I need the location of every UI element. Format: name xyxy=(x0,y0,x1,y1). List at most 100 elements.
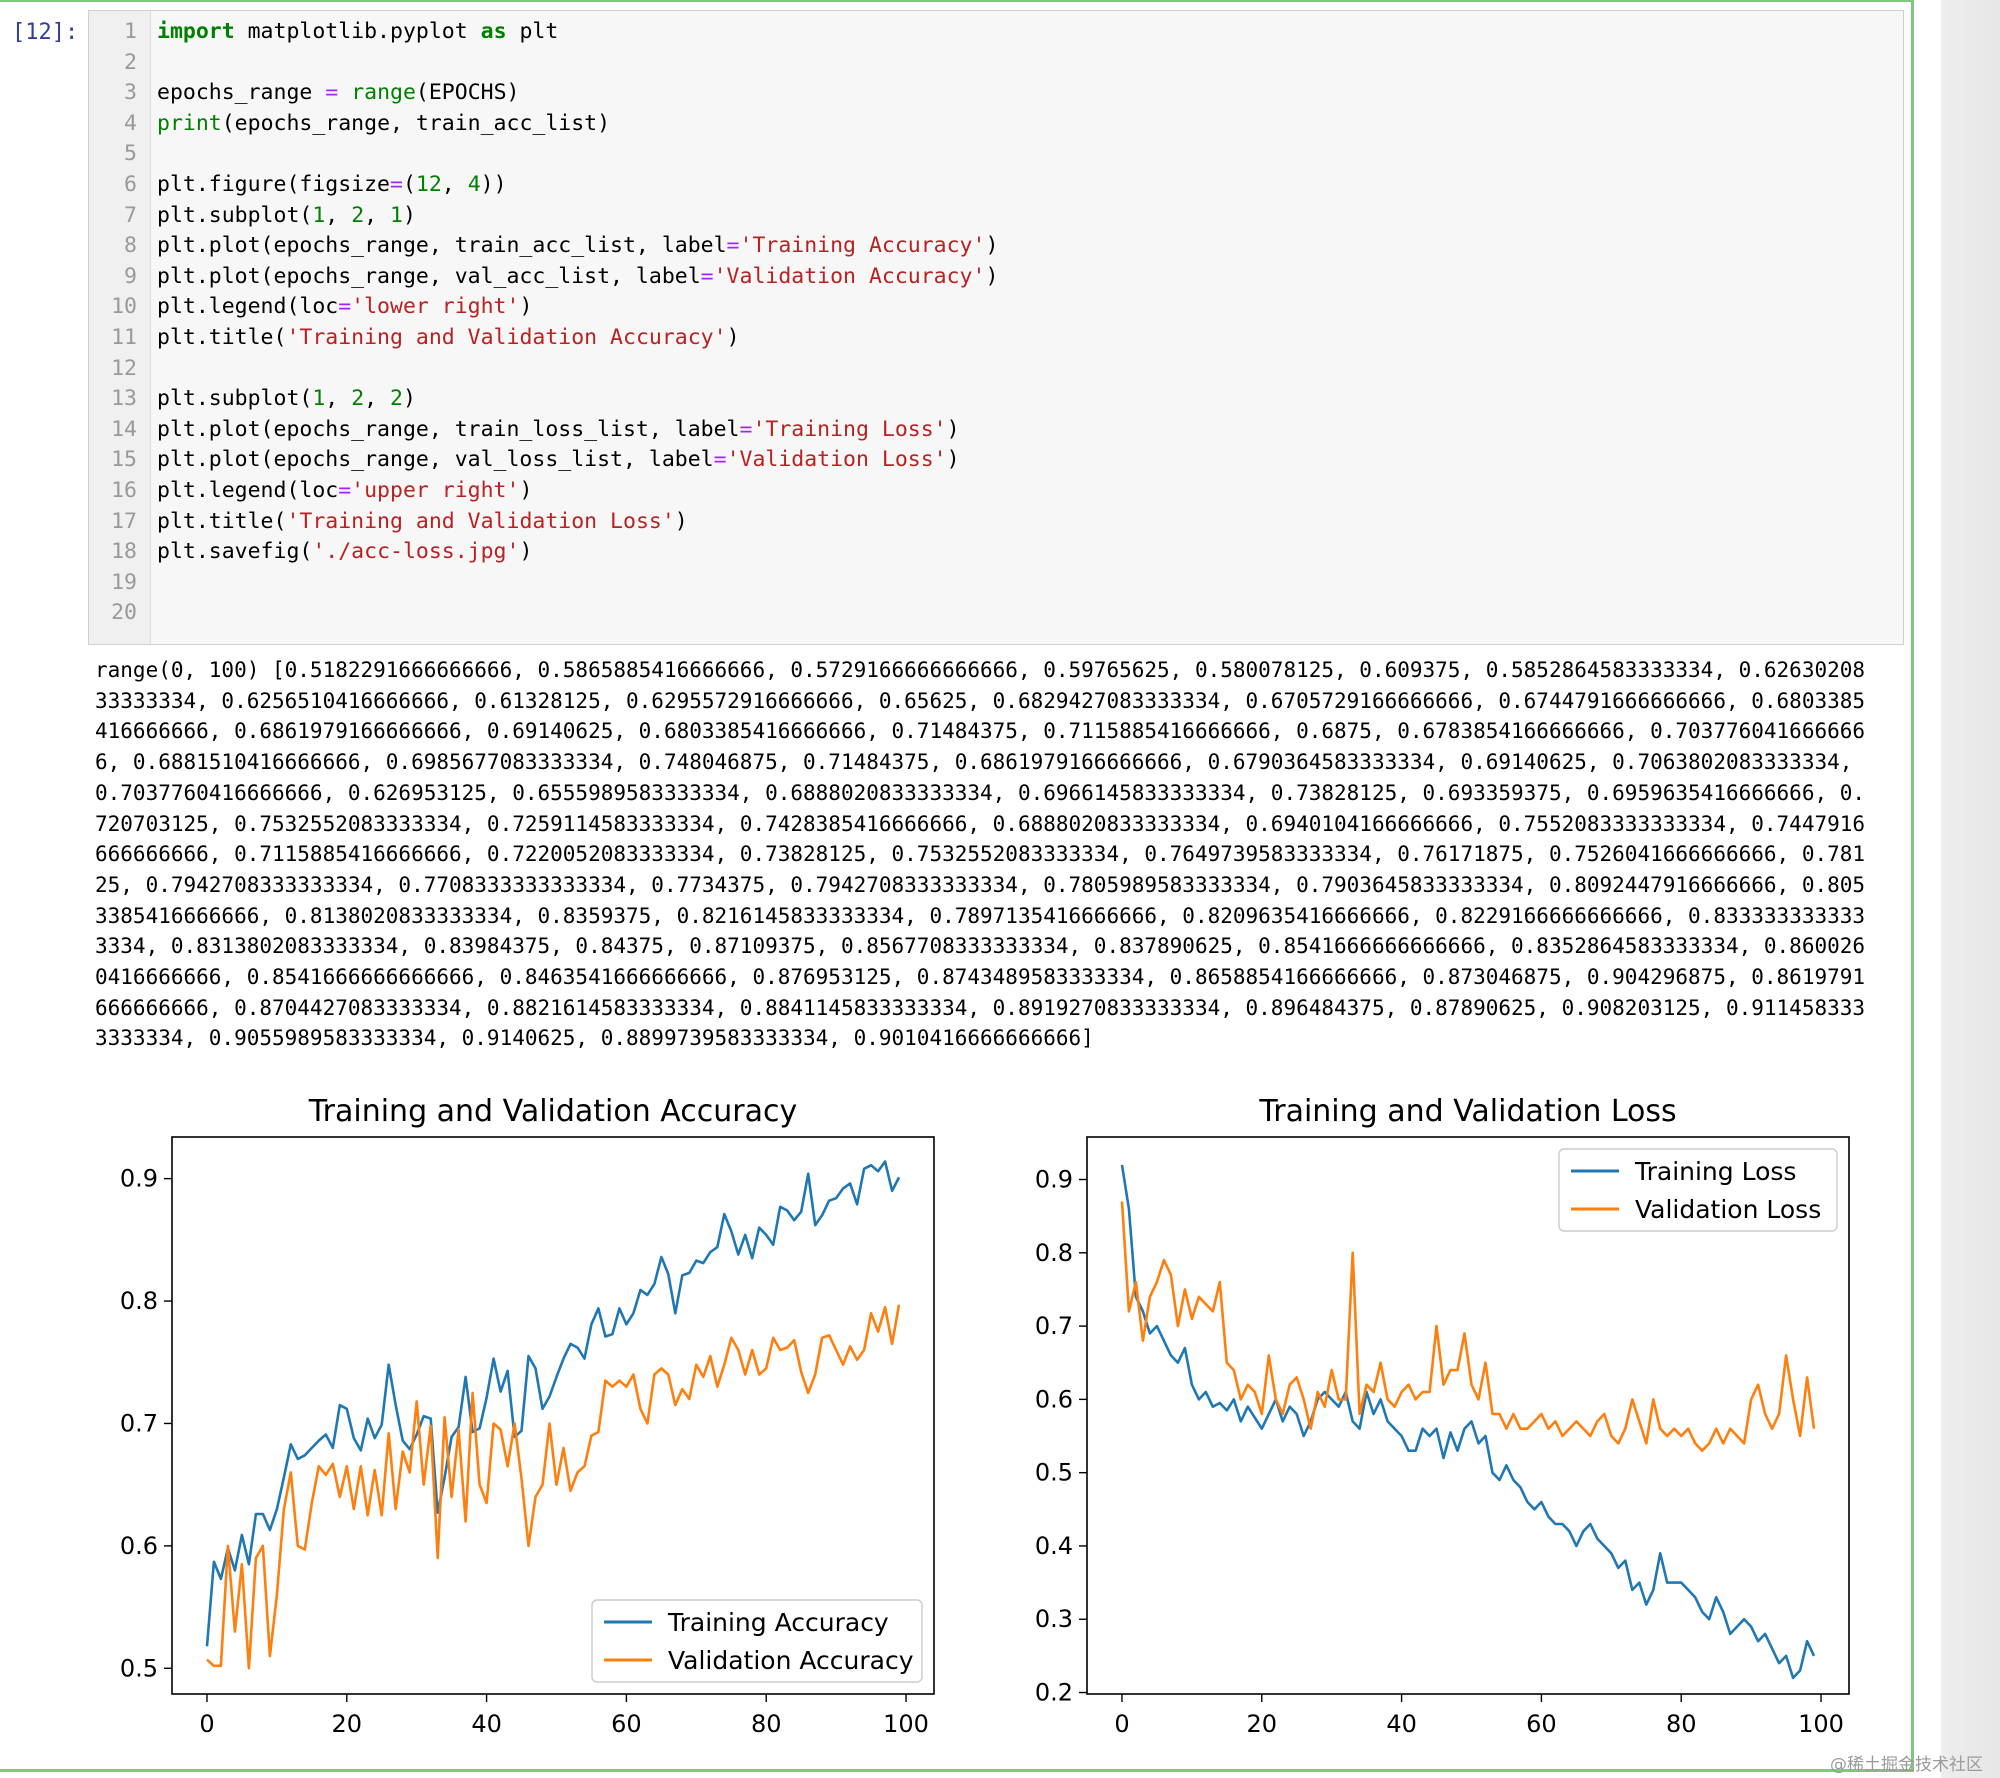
code-token: = xyxy=(726,233,740,259)
x-tick-label: 40 xyxy=(1386,1710,1417,1738)
series-line-validation xyxy=(1120,1201,1816,1453)
code-token: = xyxy=(700,263,714,289)
y-tick-label: 0.9 xyxy=(120,1165,158,1193)
line-number: 12 xyxy=(111,355,137,381)
code-token: plt.savefig( xyxy=(157,539,313,565)
code-token: ) xyxy=(402,202,416,228)
code-token: epochs_range xyxy=(157,80,326,106)
line-number: 20 xyxy=(111,600,137,626)
code-token: ) xyxy=(985,263,999,289)
line-number: 16 xyxy=(111,478,137,503)
code-line[interactable]: epochs_range = range(EPOCHS) xyxy=(157,78,519,108)
code-token: (epochs_range, train_acc_list) xyxy=(221,110,611,136)
code-token: 'lower right' xyxy=(351,294,520,320)
code-token: ) xyxy=(726,325,740,350)
series-line-training xyxy=(205,1160,901,1647)
line-number: 13 xyxy=(111,386,137,412)
x-tick-label: 100 xyxy=(1798,1710,1844,1738)
line-number: 11 xyxy=(111,325,137,350)
code-line[interactable]: plt.plot(epochs_range, train_acc_list, l… xyxy=(157,231,998,261)
y-tick-label: 0.3 xyxy=(1035,1605,1073,1633)
legend: Training Accuracy Validation Accuracy xyxy=(591,1599,923,1683)
y-tick-label: 0.6 xyxy=(120,1532,158,1560)
code-token: ) xyxy=(519,478,533,503)
code-token: ( xyxy=(402,172,416,197)
chart-title: Training and Validation Accuracy xyxy=(308,1094,798,1129)
code-line[interactable]: plt.figure(figsize=(12, 4)) xyxy=(157,170,507,200)
line-number: 9 xyxy=(124,263,137,289)
code-line[interactable]: plt.savefig('./acc-loss.jpg') xyxy=(157,537,532,567)
y-tick-label: 0.2 xyxy=(1035,1679,1073,1707)
y-tick-label: 0.8 xyxy=(1035,1239,1073,1267)
code-token: = xyxy=(390,172,403,197)
code-token: 'Training Accuracy' xyxy=(739,233,986,259)
code-token: = xyxy=(338,294,352,320)
code-token: = xyxy=(338,478,352,503)
code-line[interactable]: plt.title('Training and Validation Accur… xyxy=(157,323,740,353)
code-token: , xyxy=(364,202,391,228)
code-line[interactable]: print(epochs_range, train_acc_list) xyxy=(157,109,610,139)
x-tick-label: 0 xyxy=(1114,1710,1129,1738)
code-token: )) xyxy=(480,172,507,197)
code-line[interactable]: import matplotlib.pyplot as plt xyxy=(157,17,558,47)
chart-title: Training and Validation Loss xyxy=(1258,1094,1676,1129)
code-token: plt.plot(epochs_range, val_loss_list, la… xyxy=(157,447,714,473)
code-token: plt.subplot( xyxy=(157,386,313,412)
legend-label: Validation Loss xyxy=(1635,1195,1821,1224)
code-line[interactable]: plt.legend(loc='lower right') xyxy=(157,292,532,322)
code-cell[interactable] xyxy=(0,0,1914,1772)
y-tick-label: 0.5 xyxy=(1035,1459,1073,1487)
code-token: plt.title( xyxy=(157,508,287,534)
code-token: plt.legend(loc xyxy=(157,478,339,503)
code-token: , xyxy=(364,386,391,412)
line-number: 14 xyxy=(111,416,137,442)
y-tick-label: 0.5 xyxy=(120,1654,158,1682)
code-token: 1 xyxy=(312,386,326,412)
x-tick-label: 60 xyxy=(1526,1710,1557,1738)
code-line[interactable]: plt.subplot(1, 2, 2) xyxy=(157,384,416,414)
line-number: 19 xyxy=(111,569,137,595)
line-number: 7 xyxy=(124,202,137,228)
y-tick-label: 0.9 xyxy=(1035,1166,1073,1194)
code-token: ) xyxy=(946,447,960,473)
code-token: ) xyxy=(674,508,688,534)
code-token: ) xyxy=(519,539,533,565)
line-number: 10 xyxy=(111,294,137,320)
code-token: 1 xyxy=(390,202,403,228)
code-token: 'Training and Validation Accuracy' xyxy=(286,325,727,350)
code-token: 'Validation Accuracy' xyxy=(713,263,986,289)
code-token: './acc-loss.jpg' xyxy=(312,539,520,565)
plot-frame xyxy=(1086,1136,1850,1695)
code-line[interactable]: plt.legend(loc='upper right') xyxy=(157,476,532,506)
line-number: 4 xyxy=(124,110,137,136)
plot-frame xyxy=(171,1136,935,1695)
code-token: 'Training and Validation Loss' xyxy=(286,508,675,534)
legend: Training Loss Validation Loss xyxy=(1558,1148,1838,1232)
line-number: 17 xyxy=(111,508,137,534)
legend-box xyxy=(1558,1148,1838,1232)
code-token: 2 xyxy=(390,386,403,412)
x-tick-label: 60 xyxy=(611,1710,642,1738)
code-line[interactable]: plt.subplot(1, 2, 1) xyxy=(157,201,416,231)
x-tick-label: 100 xyxy=(883,1710,929,1738)
x-tick-label: 80 xyxy=(751,1710,782,1738)
code-line[interactable]: plt.plot(epochs_range, val_acc_list, lab… xyxy=(157,262,998,292)
code-token: ) xyxy=(946,416,960,442)
code-token: , xyxy=(325,386,352,412)
code-token: , xyxy=(441,172,468,197)
code-token: = xyxy=(325,80,339,106)
legend-label: Training Accuracy xyxy=(667,1608,889,1637)
code-token: = xyxy=(713,447,727,473)
line-number-gutter xyxy=(89,11,151,644)
code-token: plt.plot(epochs_range, val_acc_list, lab… xyxy=(157,263,701,289)
y-tick-label: 0.7 xyxy=(1035,1312,1073,1340)
y-tick-label: 0.8 xyxy=(120,1287,158,1315)
code-token: print xyxy=(157,110,222,136)
code-line[interactable]: plt.plot(epochs_range, train_loss_list, … xyxy=(157,415,960,445)
code-editor[interactable]: 1 import matplotlib.pyplot as plt 2 3 epochs… xyxy=(88,10,1904,645)
code-token: 'Validation Loss' xyxy=(726,447,947,473)
code-line[interactable]: plt.title('Training and Validation Loss'… xyxy=(157,507,688,537)
y-tick-label: 0.4 xyxy=(1035,1532,1073,1560)
line-number: 3 xyxy=(124,80,137,106)
code-line[interactable]: plt.plot(epochs_range, val_loss_list, la… xyxy=(157,445,960,475)
